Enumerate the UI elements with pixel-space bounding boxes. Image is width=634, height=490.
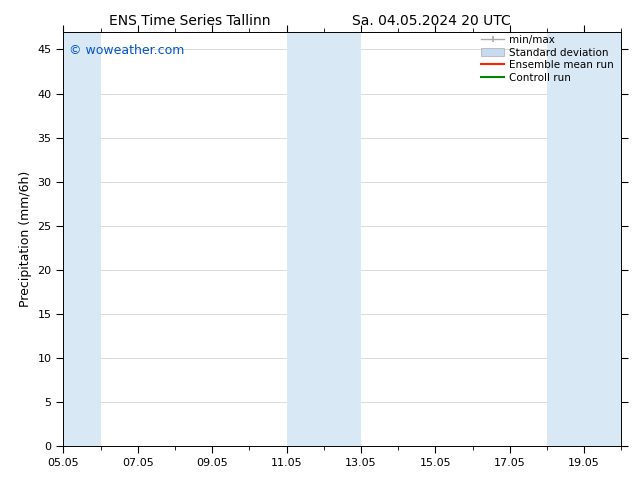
Text: ENS Time Series Tallinn: ENS Time Series Tallinn	[110, 14, 271, 28]
Text: © woweather.com: © woweather.com	[69, 44, 184, 57]
Y-axis label: Precipitation (mm/6h): Precipitation (mm/6h)	[19, 171, 32, 307]
Bar	[547, 32, 621, 446]
Bar	[287, 32, 361, 446]
Text: Sa. 04.05.2024 20 UTC: Sa. 04.05.2024 20 UTC	[352, 14, 510, 28]
Bar	[63, 32, 101, 446]
Legend: min/max, Standard deviation, Ensemble mean run, Controll run: min/max, Standard deviation, Ensemble me…	[479, 33, 616, 85]
